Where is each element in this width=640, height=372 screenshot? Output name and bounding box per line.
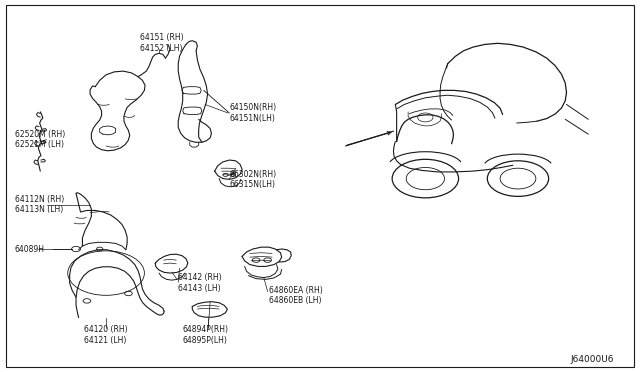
Text: 64120 (RH)
64121 (LH): 64120 (RH) 64121 (LH) [84,325,127,345]
Text: 64112N (RH)
64113N (LH): 64112N (RH) 64113N (LH) [15,195,64,214]
Text: 64860EA (RH)
64860EB (LH): 64860EA (RH) 64860EB (LH) [269,286,323,305]
Text: 64150N(RH)
64151N(LH): 64150N(RH) 64151N(LH) [229,103,276,123]
Text: 62520M (RH)
62521M (LH): 62520M (RH) 62521M (LH) [15,130,65,150]
Text: 64089H: 64089H [15,244,45,253]
Text: 64142 (RH)
64143 (LH): 64142 (RH) 64143 (LH) [178,273,222,293]
Text: J64000U6: J64000U6 [570,355,614,364]
Text: 66302N(RH)
66315N(LH): 66302N(RH) 66315N(LH) [229,170,276,189]
Text: 64894P(RH)
64895P(LH): 64894P(RH) 64895P(LH) [182,325,228,345]
Text: 64151 (RH)
64152 (LH): 64151 (RH) 64152 (LH) [140,33,184,52]
